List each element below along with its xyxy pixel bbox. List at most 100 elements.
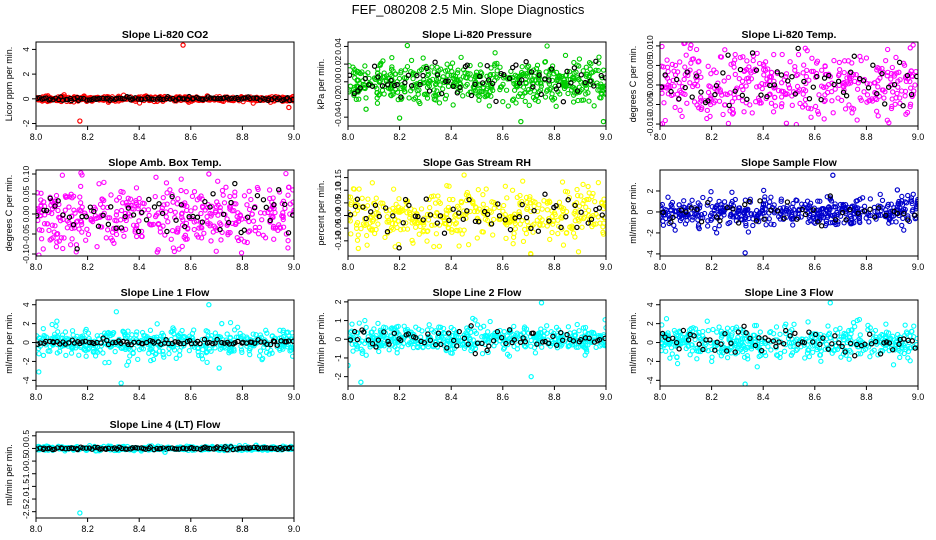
data-point — [697, 95, 704, 101]
data-point — [36, 252, 42, 256]
mean-point — [843, 217, 849, 223]
mean-point — [271, 201, 277, 208]
data-point — [170, 325, 176, 331]
data-point — [679, 113, 685, 120]
data-point — [485, 329, 491, 335]
data-point — [797, 100, 803, 107]
mean-point — [498, 70, 504, 77]
data-point — [355, 232, 361, 238]
data-point — [418, 206, 425, 212]
mean-point — [528, 225, 534, 232]
data-point — [579, 224, 585, 230]
data-point — [348, 231, 354, 237]
data-point — [731, 91, 737, 98]
mean-point — [553, 86, 559, 92]
data-point — [595, 67, 601, 74]
data-point — [795, 51, 802, 58]
mean-point — [773, 343, 779, 350]
data-point — [815, 108, 821, 115]
data-point — [765, 343, 771, 350]
data-point — [401, 323, 407, 329]
data-point — [821, 206, 827, 212]
y-tick-label: -2 — [21, 119, 31, 127]
data-point — [126, 203, 132, 209]
data-point — [46, 227, 52, 234]
data-point — [373, 210, 379, 216]
mean-point — [774, 208, 781, 214]
data-point — [228, 258, 232, 262]
mean-point — [443, 78, 449, 85]
mean-point — [143, 217, 150, 223]
data-point — [241, 239, 248, 245]
mean-point — [450, 83, 456, 89]
data-point — [168, 236, 174, 242]
data-point — [810, 349, 816, 355]
data-point — [388, 326, 394, 332]
data-point — [430, 76, 436, 83]
data-point — [528, 343, 534, 349]
mean-point — [749, 50, 756, 56]
data-point — [764, 76, 770, 82]
data-point — [768, 100, 775, 106]
mean-point — [460, 216, 466, 222]
mean-point — [247, 95, 253, 102]
data-point — [134, 222, 140, 229]
mean-point — [660, 209, 666, 216]
data-point — [517, 211, 523, 217]
data-point — [152, 351, 159, 358]
mean-point — [130, 212, 137, 218]
data-point — [215, 212, 221, 218]
data-point — [241, 193, 248, 199]
data-point — [668, 202, 674, 208]
mean-point — [454, 90, 461, 96]
data-point — [272, 225, 279, 231]
y-tick-label: -0.005 — [645, 92, 655, 116]
data-point — [354, 220, 361, 226]
data-point — [373, 333, 379, 339]
mean-point — [226, 96, 232, 102]
data-point — [486, 103, 492, 109]
data-point — [147, 327, 154, 333]
data-point — [841, 87, 847, 93]
data-point — [778, 80, 785, 86]
data-point — [754, 364, 760, 370]
data-point — [99, 196, 105, 202]
data-point — [716, 198, 722, 205]
mean-point — [200, 96, 206, 103]
data-point — [676, 80, 682, 86]
mean-point — [705, 98, 711, 104]
data-point — [482, 336, 488, 342]
mean-point — [530, 330, 536, 336]
mean-point — [598, 72, 604, 79]
data-point — [227, 204, 234, 211]
data-point — [138, 228, 145, 235]
mean-point — [373, 344, 379, 350]
data-point — [446, 196, 453, 203]
data-point — [167, 207, 174, 214]
x-tick-label: 8.4 — [133, 132, 146, 142]
data-point — [705, 327, 712, 334]
x-tick-label: 9.0 — [288, 262, 301, 272]
mean-point — [146, 196, 152, 203]
data-point — [789, 102, 795, 108]
panel-title: Slope Li-820 Pressure — [422, 29, 532, 41]
data-point — [81, 346, 87, 353]
mean-point — [232, 180, 238, 187]
data-point — [146, 350, 152, 356]
mean-point — [158, 96, 164, 103]
data-point — [467, 71, 473, 77]
data-point — [418, 66, 425, 73]
mean-point — [252, 340, 258, 346]
data-point — [429, 64, 435, 70]
data-point — [397, 207, 403, 214]
data-point — [477, 62, 483, 68]
data-point — [373, 195, 379, 201]
data-point — [204, 359, 210, 365]
data-point — [583, 204, 589, 210]
data-point — [904, 330, 910, 337]
x-tick-label: 8.8 — [236, 262, 249, 272]
mean-point — [400, 220, 406, 226]
data-point — [278, 335, 285, 341]
mean-point — [535, 228, 542, 234]
mean-point — [221, 95, 227, 101]
